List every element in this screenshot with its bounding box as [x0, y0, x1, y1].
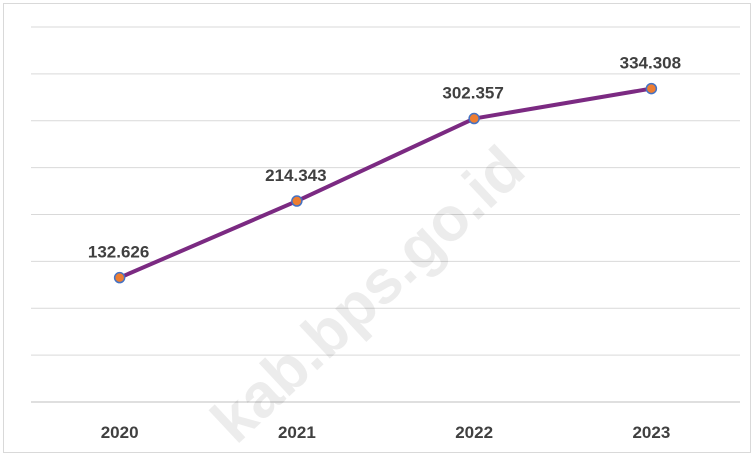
- data-label: 132.626: [88, 243, 149, 262]
- data-labels: 132.626 214.343 302.357 334.308: [88, 54, 681, 262]
- chart-frame: [3, 3, 751, 453]
- data-point: [113, 271, 126, 284]
- x-tick-label: 2021: [278, 423, 316, 442]
- data-point: [645, 82, 658, 95]
- x-tick-label: 2023: [632, 423, 670, 442]
- watermark-text: kab.bps.go.id: [198, 133, 537, 456]
- data-label: 214.343: [265, 166, 326, 185]
- x-axis: 2020 2021 2022 2023: [101, 423, 671, 442]
- data-point: [291, 195, 303, 207]
- series-line: [117, 86, 654, 280]
- data-point: [468, 112, 480, 125]
- x-tick-label: 2020: [101, 423, 139, 442]
- data-label: 334.308: [620, 54, 681, 73]
- gridlines: [31, 26, 740, 403]
- x-tick-label: 2022: [455, 423, 493, 442]
- series-layer: [113, 82, 658, 284]
- data-label: 302.357: [442, 84, 503, 103]
